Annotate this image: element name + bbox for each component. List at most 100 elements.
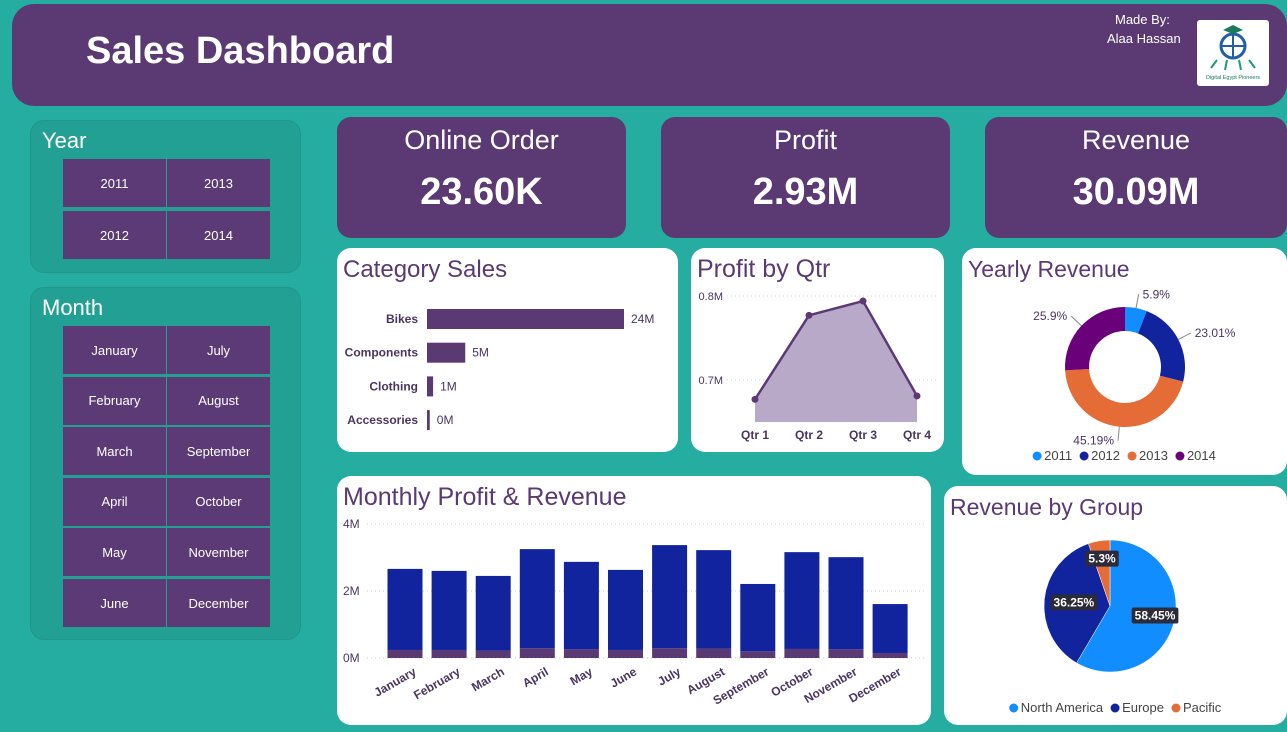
bar-segment xyxy=(652,648,688,658)
legend-label: 2013 xyxy=(1139,448,1168,463)
bar-segment xyxy=(563,649,599,658)
legend: North America Europe Pacific xyxy=(1009,700,1222,715)
leader-line xyxy=(1178,332,1191,340)
y-tick-label: 2M xyxy=(343,584,360,598)
slicer-button[interactable]: May xyxy=(63,528,166,577)
slice xyxy=(1138,311,1185,382)
slicer-button[interactable]: August xyxy=(167,376,270,425)
bar-segment xyxy=(475,650,511,658)
kpi-value: 30.09M xyxy=(1072,171,1200,213)
legend-marker xyxy=(1079,451,1089,461)
bar-segment xyxy=(740,583,776,652)
x-tick-label: January xyxy=(372,664,419,699)
y-tick-label: 4M xyxy=(343,517,360,531)
category-label: Components xyxy=(345,346,419,360)
x-tick-label: Qtr 1 xyxy=(741,428,769,442)
slicer-button[interactable]: October xyxy=(167,477,270,526)
bar-segment xyxy=(387,649,423,658)
bar-segment xyxy=(519,549,555,649)
kpi-card: Profit 2.93M xyxy=(661,117,950,238)
category-label: Clothing xyxy=(369,379,418,393)
x-tick-label: Qtr 3 xyxy=(849,428,877,442)
x-tick-label: February xyxy=(411,664,463,702)
chart-title: Yearly Revenue xyxy=(968,256,1130,282)
category-label: Accessories xyxy=(347,413,418,427)
label-background xyxy=(1085,550,1119,567)
value-label: 0M xyxy=(437,413,454,427)
value-label: 1M xyxy=(440,379,457,393)
legend-marker xyxy=(1110,703,1120,713)
x-tick-label: May xyxy=(568,664,595,688)
leader-line xyxy=(1070,315,1082,327)
bar-segment xyxy=(872,652,908,658)
slicer-button[interactable]: 2013 xyxy=(167,159,270,207)
line xyxy=(753,299,919,400)
value-label: 5.3% xyxy=(1088,552,1116,566)
slicer-button[interactable]: 2011 xyxy=(63,159,166,207)
bar-segment xyxy=(784,648,820,658)
label-background xyxy=(1131,607,1179,624)
category-label: Bikes xyxy=(386,312,418,326)
chart-title: Profit by Qtr xyxy=(697,255,830,283)
slicer-button[interactable]: 2012 xyxy=(63,211,166,259)
bar-segment xyxy=(696,550,732,649)
bar-segment xyxy=(696,648,732,658)
x-tick-label: July xyxy=(655,664,683,688)
logo: Digital Egypt Pioneers xyxy=(1197,20,1269,86)
x-tick-label: March xyxy=(469,664,507,694)
header xyxy=(12,4,1287,106)
slicer-button[interactable]: September xyxy=(167,427,270,476)
legend-marker xyxy=(1032,451,1042,461)
logo-icon xyxy=(1210,25,1256,71)
bar-segment xyxy=(431,649,467,658)
author: Alaa Hassan xyxy=(1107,31,1181,46)
bar-segment xyxy=(387,568,423,650)
legend-label: 2012 xyxy=(1091,448,1120,463)
slicer-button[interactable]: July xyxy=(167,326,270,374)
x-tick-label: Qtr 2 xyxy=(795,428,823,442)
slicer-button[interactable]: March xyxy=(63,427,166,476)
value-label: 23.01% xyxy=(1195,326,1236,340)
x-tick-label: Qtr 4 xyxy=(903,428,931,442)
kpi-value: 2.93M xyxy=(752,171,859,213)
value-label: 36.25% xyxy=(1054,595,1095,609)
label-background xyxy=(1050,594,1098,611)
x-tick-label: June xyxy=(608,664,640,690)
slice xyxy=(1065,307,1125,371)
point xyxy=(859,297,867,305)
bar-segment xyxy=(519,648,555,658)
chart-title: Monthly Profit & Revenue xyxy=(343,483,626,511)
bar-segment xyxy=(652,545,688,649)
slicer-button[interactable]: 2014 xyxy=(167,211,270,259)
bar-segment xyxy=(608,569,643,650)
slicer-button[interactable]: December xyxy=(167,579,270,627)
bar-segment xyxy=(431,570,467,650)
bar-segment xyxy=(563,561,599,650)
value-label: 5M xyxy=(472,346,489,360)
bar-segment xyxy=(828,649,864,658)
legend-label: 2014 xyxy=(1187,448,1216,463)
legend-label: Pacific xyxy=(1183,700,1222,715)
slicer-button[interactable]: February xyxy=(63,376,166,425)
slicer-button[interactable]: April xyxy=(63,477,166,526)
area xyxy=(755,301,917,422)
slicer-button[interactable]: November xyxy=(167,528,270,577)
bar-segment xyxy=(784,552,820,649)
leader-line xyxy=(1117,426,1120,441)
value-label: 25.9% xyxy=(1033,309,1067,323)
y-tick-label: 0.8M xyxy=(699,291,723,303)
chart-title: Category Sales xyxy=(343,256,507,283)
value-label: 24M xyxy=(631,312,654,326)
slicer-button[interactable]: June xyxy=(63,579,166,627)
bar-segment xyxy=(872,604,908,653)
value-label: 45.19% xyxy=(1073,434,1114,448)
profit-by-qtr-chart: Profit by Qtr 0.7M 0.8M Qtr 1 Qtr 2 Qtr 3 Qtr … xyxy=(691,248,944,452)
kpi-label: Online Order xyxy=(404,125,559,155)
legend-label: North America xyxy=(1021,700,1104,715)
bar-segment xyxy=(608,649,643,658)
bar xyxy=(427,309,624,329)
slicer-button[interactable]: January xyxy=(63,326,166,374)
